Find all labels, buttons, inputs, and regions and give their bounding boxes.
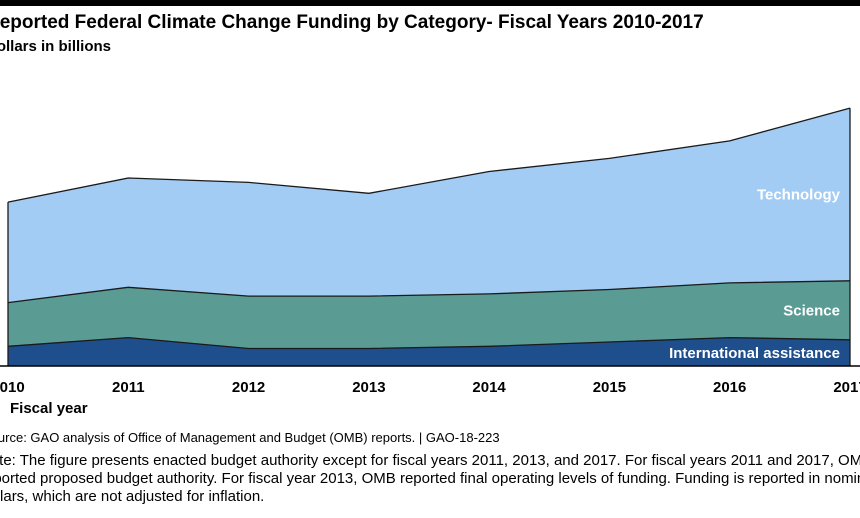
x-tick-2017: 2017 bbox=[833, 379, 860, 395]
x-axis-label: Fiscal year bbox=[10, 400, 88, 417]
x-tick-2015: 2015 bbox=[593, 379, 626, 395]
chart-title: Reported Federal Climate Change Funding … bbox=[0, 12, 704, 33]
x-tick-2012: 2012 bbox=[232, 379, 265, 395]
area-technology bbox=[8, 108, 850, 303]
x-tick-2010: 2010 bbox=[0, 379, 25, 395]
x-tick-2016: 2016 bbox=[713, 379, 746, 395]
outline-science bbox=[7, 280, 851, 304]
y-axis-label: Dollars in billions bbox=[0, 38, 112, 55]
outline-international-assistance bbox=[7, 336, 851, 350]
source-text: Source: GAO analysis of Office of Manage… bbox=[0, 430, 500, 445]
label-international-assistance: International assistance bbox=[669, 345, 840, 362]
outline-technology bbox=[7, 107, 851, 203]
label-science: Science bbox=[783, 302, 840, 319]
area-science bbox=[8, 280, 850, 349]
area-layers bbox=[7, 107, 851, 366]
x-tick-2011: 2011 bbox=[112, 379, 145, 395]
x-tick-labels: 2010 2011 2012 2013 2014 2015 2016 2017 bbox=[0, 379, 860, 395]
label-technology: Technology bbox=[757, 186, 841, 203]
series-labels: International assistance Science Technolog… bbox=[669, 186, 841, 362]
area-international-assistance bbox=[8, 337, 850, 366]
note-text: Note: The figure presents enacted budget… bbox=[0, 452, 860, 505]
x-tick-2014: 2014 bbox=[472, 379, 506, 395]
stacked-area-chart: International assistance Science Technolog… bbox=[0, 107, 860, 395]
x-tick-2013: 2013 bbox=[352, 379, 385, 395]
top-rule bbox=[0, 0, 860, 6]
